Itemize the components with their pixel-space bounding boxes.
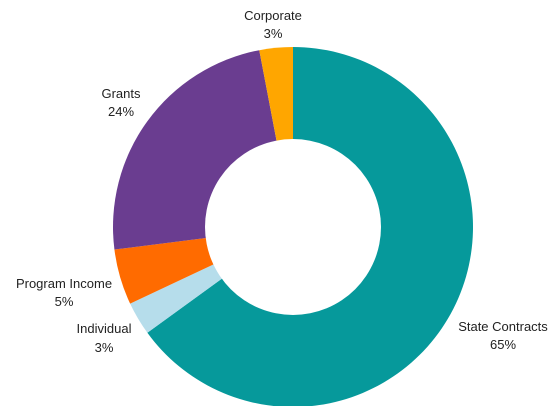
label-state-contracts: State Contracts 65%: [458, 319, 548, 352]
label-corporate: Corporate 3%: [244, 8, 302, 41]
label-grants-name: Grants: [101, 86, 141, 101]
label-program-income-name: Program Income: [16, 276, 112, 291]
label-corporate-name: Corporate: [244, 8, 302, 23]
donut-hole: [205, 139, 381, 315]
label-individual: Individual 3%: [77, 321, 132, 355]
label-grants-percent: 24%: [108, 104, 134, 119]
label-individual-percent: 3%: [95, 340, 114, 355]
label-individual-name: Individual: [77, 321, 132, 336]
label-state-contracts-name: State Contracts: [458, 319, 548, 334]
label-program-income: Program Income 5%: [16, 276, 112, 309]
label-corporate-percent: 3%: [264, 26, 283, 41]
label-grants: Grants 24%: [101, 86, 141, 119]
label-program-income-percent: 5%: [55, 294, 74, 309]
label-state-contracts-percent: 65%: [490, 337, 516, 352]
